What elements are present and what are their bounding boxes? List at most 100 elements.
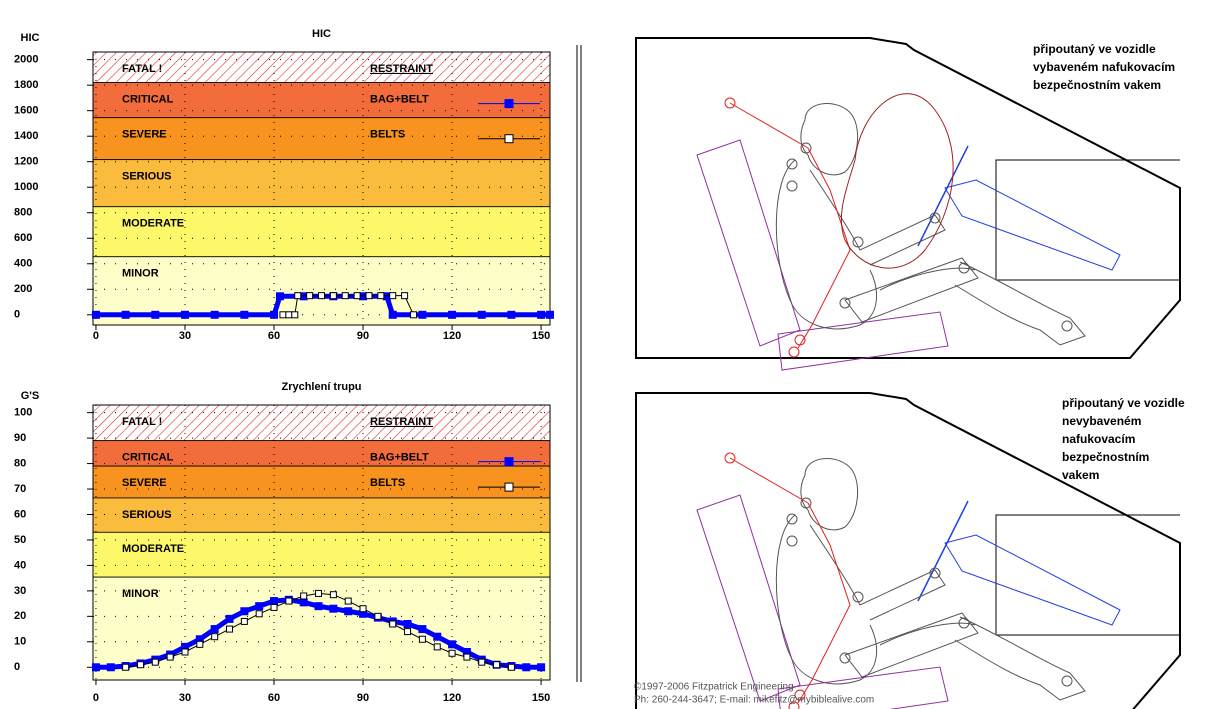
y-tick-label: 1000	[14, 181, 38, 193]
data-point	[106, 663, 115, 672]
legend-marker	[504, 482, 514, 492]
y-tick-label: 70	[14, 483, 26, 495]
x-tick-label: 150	[532, 692, 550, 704]
data-point	[121, 310, 130, 319]
caption: bezpečnostním	[1062, 450, 1149, 464]
x-tick-label: 150	[532, 330, 550, 342]
data-point	[122, 663, 130, 671]
chart-title: Zrychlení trupu	[281, 381, 361, 393]
data-point	[275, 292, 284, 301]
data-point	[478, 658, 486, 666]
severity-band	[92, 497, 551, 533]
band-label: CRITICAL	[122, 94, 174, 106]
data-point	[314, 602, 323, 611]
data-point	[448, 649, 456, 657]
data-point	[211, 633, 219, 641]
y-tick-label: 1600	[14, 105, 38, 117]
data-point	[448, 310, 457, 319]
data-point	[270, 603, 278, 611]
plot-frame	[92, 404, 551, 681]
data-point	[255, 602, 264, 611]
data-point	[537, 663, 546, 672]
x-tick-label: 0	[93, 330, 99, 342]
data-point	[404, 628, 412, 636]
data-point	[389, 292, 397, 300]
data-point	[318, 292, 325, 300]
severity-band	[92, 206, 551, 258]
data-point	[329, 292, 337, 300]
y-axis-label: HIC	[21, 32, 40, 44]
data-point	[418, 310, 427, 319]
data-point	[329, 604, 338, 613]
y-tick-label: 1800	[14, 79, 38, 91]
legend-label: BAG+BELT	[370, 94, 429, 106]
y-tick-label: 0	[14, 309, 20, 321]
y-axis-label: G'S	[21, 390, 40, 402]
caption: bezpečnostním vakem	[1033, 78, 1161, 92]
legend-title: RESTRAINT	[370, 63, 433, 75]
data-point	[285, 311, 293, 319]
band-label: MINOR	[122, 588, 159, 600]
data-point	[359, 605, 367, 613]
data-point	[409, 311, 417, 319]
severity-band	[92, 159, 551, 208]
x-tick-label: 90	[357, 692, 369, 704]
y-tick-label: 60	[14, 508, 26, 520]
y-tick-label: 40	[14, 559, 26, 571]
y-tick-label: 600	[14, 232, 32, 244]
severity-band	[92, 404, 551, 442]
legend-label: BELTS	[370, 129, 405, 141]
data-point	[285, 597, 293, 605]
x-tick-label: 30	[179, 692, 191, 704]
x-tick-label: 60	[268, 692, 280, 704]
y-tick-label: 80	[14, 457, 26, 469]
y-tick-label: 200	[14, 283, 32, 295]
severity-band	[92, 82, 551, 119]
data-point	[537, 310, 546, 319]
severity-band	[92, 531, 551, 578]
data-point	[433, 632, 442, 641]
y-tick-label: 20	[14, 610, 26, 622]
data-point	[507, 310, 516, 319]
data-point	[300, 592, 308, 600]
band-label: MODERATE	[122, 218, 184, 230]
data-point	[181, 648, 189, 656]
data-point	[91, 310, 100, 319]
y-tick-label: 90	[14, 432, 26, 444]
data-point	[196, 640, 204, 648]
legend-title: RESTRAINT	[370, 416, 433, 428]
data-point	[210, 625, 219, 634]
data-point	[270, 310, 279, 319]
x-tick-label: 0	[93, 692, 99, 704]
data-point	[418, 635, 426, 643]
data-point	[401, 292, 409, 300]
data-point	[151, 310, 160, 319]
data-point	[507, 663, 515, 671]
data-point	[151, 658, 159, 666]
legend-marker	[504, 134, 514, 144]
x-tick-label: 60	[268, 330, 280, 342]
contact: Ph: 260-244-3647; E-mail: mikefitz@mybib…	[634, 695, 874, 706]
y-tick-label: 1400	[14, 130, 38, 142]
data-point	[306, 292, 314, 300]
caption: vybaveném nafukovacím	[1033, 60, 1175, 74]
data-point	[226, 625, 234, 633]
band-label: FATAL !	[122, 63, 162, 75]
data-point	[341, 292, 349, 300]
band-label: CRITICAL	[122, 452, 174, 464]
band-label: SEVERE	[122, 129, 167, 141]
band-label: FATAL !	[122, 416, 162, 428]
y-tick-label: 30	[14, 585, 26, 597]
data-point	[418, 625, 427, 634]
caption: nafukovacím	[1062, 432, 1135, 446]
data-point	[166, 653, 174, 661]
x-tick-label: 90	[357, 330, 369, 342]
data-point	[493, 661, 501, 669]
caption: vakem	[1062, 468, 1099, 482]
legend-label: BELTS	[370, 477, 405, 489]
copyright: ©1997-2006 Fitzpatrick Engineering	[634, 682, 794, 693]
band-label: MINOR	[122, 268, 159, 280]
caption: připoutaný ve vozidle	[1062, 396, 1185, 410]
